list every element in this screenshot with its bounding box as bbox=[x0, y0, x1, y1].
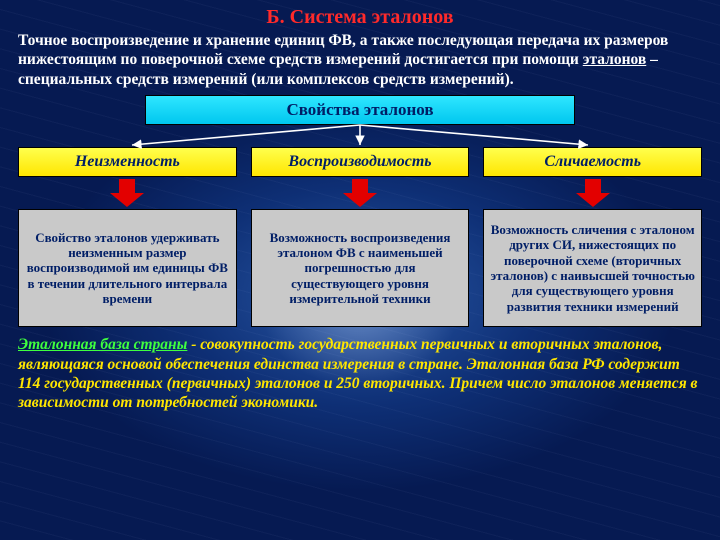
property-description-text: Свойство эталонов удерживать неизменным … bbox=[25, 230, 230, 307]
property-description: Свойство эталонов удерживать неизменным … bbox=[18, 209, 237, 327]
page-title: Б. Система эталонов bbox=[18, 6, 702, 29]
property-label: Воспроизводимость bbox=[288, 153, 431, 171]
down-arrow-icon bbox=[576, 179, 610, 207]
property-description: Возможность сличения с эталоном других С… bbox=[483, 209, 702, 327]
properties-header-label: Свойства эталонов bbox=[286, 100, 433, 120]
branch-connectors bbox=[18, 125, 702, 147]
footer-lead: Эталонная база страны bbox=[18, 336, 187, 353]
property-description-text: Возможность сличения с эталоном других С… bbox=[490, 222, 695, 314]
intro-paragraph: Точное воспроизведение и хранение единиц… bbox=[18, 31, 702, 89]
branch-col-2: Сличаемость Возможность сличения с этало… bbox=[483, 147, 702, 327]
property-description-text: Возможность воспроизведения эталоном ФВ … bbox=[258, 230, 463, 307]
property-box: Сличаемость bbox=[483, 147, 702, 177]
property-box: Неизменность bbox=[18, 147, 237, 177]
property-label: Сличаемость bbox=[544, 153, 641, 171]
down-arrow-icon bbox=[343, 179, 377, 207]
branch-col-1: Воспроизводимость Возможность воспроизве… bbox=[251, 147, 470, 327]
property-label: Неизменность bbox=[75, 153, 180, 171]
footer-paragraph: Эталонная база страны - совокупность гос… bbox=[18, 335, 702, 413]
property-description: Возможность воспроизведения эталоном ФВ … bbox=[251, 209, 470, 327]
branches-row: Неизменность Свойство эталонов удерживат… bbox=[18, 147, 702, 327]
properties-header-box: Свойства эталонов bbox=[145, 95, 575, 125]
property-box: Воспроизводимость bbox=[251, 147, 470, 177]
intro-underline: эталонов bbox=[583, 51, 647, 68]
intro-text-pre: Точное воспроизведение и хранение единиц… bbox=[18, 32, 668, 68]
down-arrow-icon bbox=[110, 179, 144, 207]
branch-col-0: Неизменность Свойство эталонов удерживат… bbox=[18, 147, 237, 327]
